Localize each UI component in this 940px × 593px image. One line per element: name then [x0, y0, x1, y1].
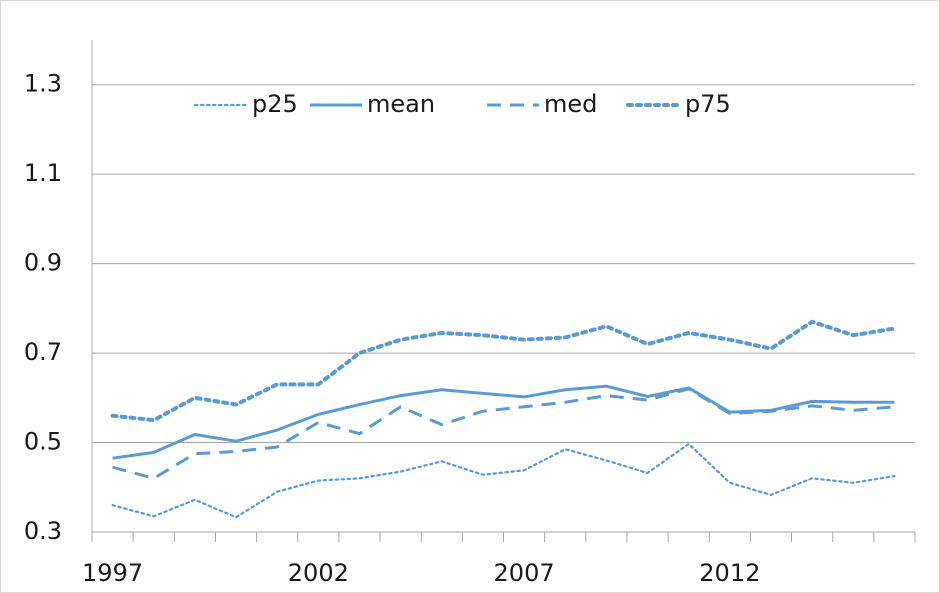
- legend-label: med: [544, 90, 597, 118]
- legend-label: p25: [252, 90, 298, 118]
- legend-label: mean: [367, 90, 435, 118]
- x-tick-label: 2012: [699, 559, 760, 587]
- x-tick-label: 2002: [288, 559, 349, 587]
- x-tick-label: 1997: [82, 559, 143, 587]
- legend-label: p75: [685, 90, 731, 118]
- series-line: [112, 387, 895, 480]
- y-tick-label: 0.5: [24, 428, 62, 456]
- y-tick-label: 0.3: [24, 517, 62, 545]
- y-tick-label: 1.3: [24, 70, 62, 98]
- x-tick-label: 2007: [494, 559, 555, 587]
- series-line: [110, 319, 897, 423]
- series-line: [111, 442, 896, 519]
- y-tick-label: 1.1: [24, 159, 62, 187]
- y-tick-label: 0.9: [24, 249, 62, 277]
- y-tick-label: 0.7: [24, 338, 62, 366]
